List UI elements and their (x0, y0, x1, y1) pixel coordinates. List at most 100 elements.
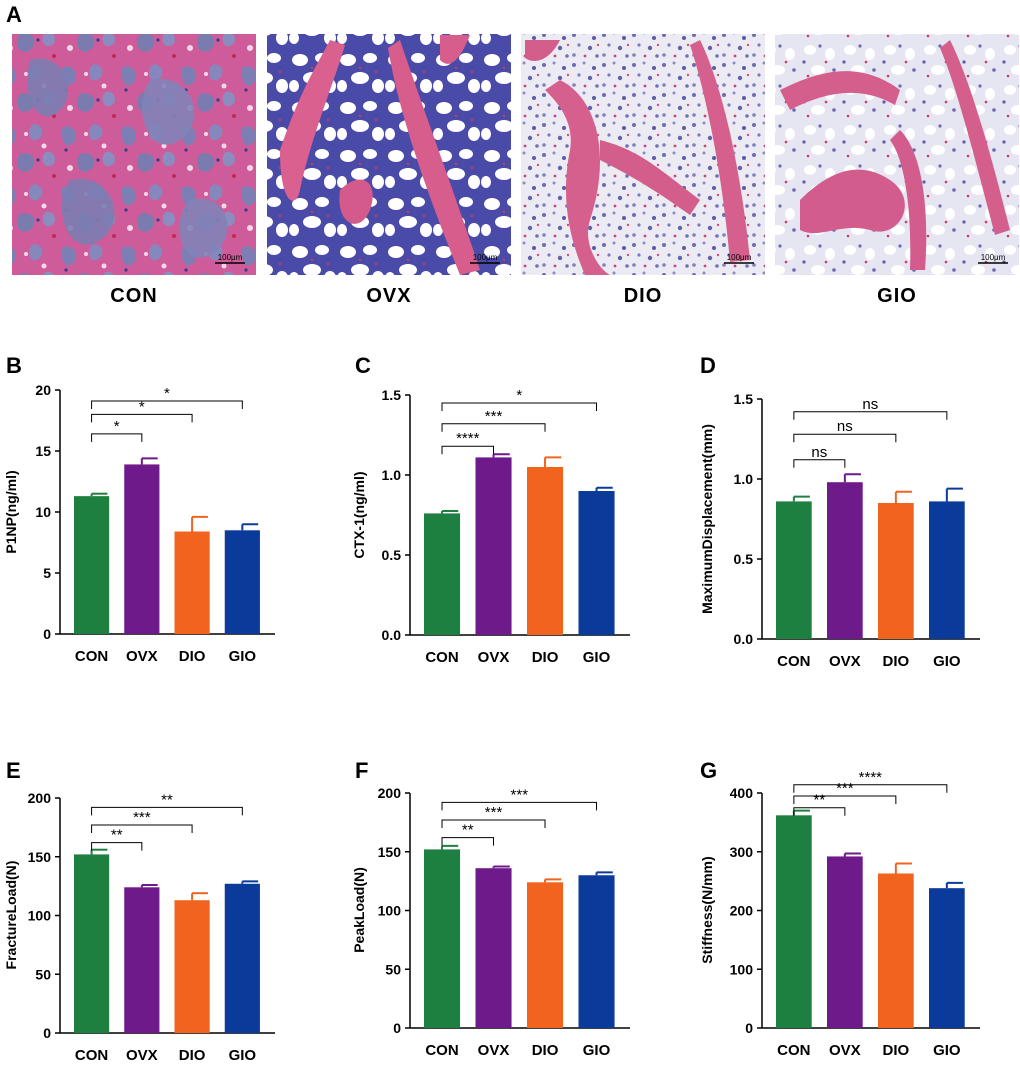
x-tick-label-dio: DIO (532, 1042, 559, 1059)
x-tick-label-dio: DIO (883, 653, 910, 670)
significance-bracket (91, 433, 143, 442)
y-axis-title: CTX-1(ng/ml) (351, 471, 367, 558)
svg-text:100μm: 100μm (473, 253, 498, 262)
panel-letter-d: D (700, 353, 716, 378)
y-tick-label: 5 (43, 565, 51, 581)
x-tick-label-ovx: OVX (126, 1047, 158, 1064)
x-tick-label-dio: DIO (883, 1042, 910, 1059)
y-tick-label: 100 (28, 908, 52, 924)
y-tick-label: 0 (43, 626, 51, 642)
scale-bar-3: 100μm (978, 253, 1008, 264)
x-tick-label-con: CON (75, 648, 108, 665)
y-tick-label: 20 (35, 382, 51, 398)
histology-image-ovx (267, 34, 511, 275)
y-tick-label: 0 (393, 1020, 401, 1036)
significance-bracket (441, 801, 598, 811)
bar-ovx (827, 482, 863, 639)
panel-a: A (6, 2, 1019, 307)
x-tick-label-gio: GIO (933, 1042, 961, 1059)
y-axis-title: FractureLoad(N) (3, 861, 19, 970)
bar-gio (224, 530, 260, 634)
significance-bracket (441, 837, 495, 846)
significance-label: *** (511, 786, 529, 803)
y-tick-label: 0 (745, 1020, 753, 1036)
significance-label: ns (811, 444, 827, 461)
significance-label: *** (485, 804, 503, 821)
y-tick-label: 200 (28, 790, 52, 806)
bar-con (424, 849, 461, 1028)
y-tick-label: 200 (730, 903, 754, 919)
bar-ovx (475, 868, 512, 1028)
y-tick-label: 50 (35, 966, 51, 982)
significance-label: * (139, 398, 145, 415)
bar-dio (174, 531, 210, 634)
significance-label: *** (485, 408, 503, 425)
x-tick-label-dio: DIO (532, 649, 559, 666)
significance-bracket (91, 400, 243, 409)
bar-con (776, 815, 812, 1028)
x-tick-label-con: CON (777, 1042, 810, 1059)
x-tick-label-gio: GIO (583, 1042, 611, 1059)
significance-bracket (91, 842, 143, 851)
panel-letter-c: C (355, 353, 371, 378)
panel-letter-e: E (6, 758, 21, 783)
y-tick-label: 1.5 (734, 391, 754, 407)
chart-panel-b: B 0 5 10 15 20 P1NP(ng/ml) CON OVX DIO GIO * * * (3, 353, 275, 665)
significance-label: *** (133, 809, 151, 826)
significance-label: * (516, 387, 522, 404)
image-label-con: CON (110, 285, 157, 307)
x-tick-label-ovx: OVX (126, 648, 158, 665)
x-tick-label-gio: GIO (583, 649, 611, 666)
bar-ovx (124, 887, 160, 1033)
significance-bracket (441, 402, 598, 411)
significance-bracket (793, 411, 948, 420)
y-tick-label: 150 (28, 849, 52, 865)
bar-gio (224, 883, 260, 1033)
x-tick-label-con: CON (75, 1047, 108, 1064)
y-tick-label: 0.5 (734, 551, 754, 567)
svg-text:100μm: 100μm (218, 253, 243, 262)
y-tick-label: 0.5 (382, 547, 402, 563)
y-axis-title: PeakLoad(N) (351, 867, 367, 953)
y-tick-label: 1.0 (734, 471, 754, 487)
y-tick-label: 0 (43, 1025, 51, 1041)
x-tick-label-dio: DIO (179, 1047, 206, 1064)
svg-text:100μm: 100μm (981, 253, 1006, 262)
x-tick-label-con: CON (425, 1042, 458, 1059)
x-tick-label-gio: GIO (229, 1047, 257, 1064)
bar-gio (578, 875, 615, 1028)
significance-bracket (793, 459, 846, 468)
x-tick-label-ovx: OVX (829, 653, 861, 670)
significance-bracket (793, 795, 897, 804)
x-tick-label-ovx: OVX (478, 1042, 510, 1059)
y-tick-label: 15 (35, 443, 51, 459)
image-label-ovx: OVX (366, 285, 411, 307)
y-tick-label: 10 (35, 504, 51, 520)
histology-image-gio (775, 34, 1019, 275)
significance-label: ** (814, 792, 826, 809)
significance-label: *** (836, 780, 854, 797)
y-tick-label: 200 (378, 785, 402, 801)
bar-dio (527, 467, 564, 635)
image-label-dio: DIO (624, 285, 663, 307)
x-tick-label-gio: GIO (229, 648, 257, 665)
significance-bracket (91, 413, 193, 423)
significance-bracket (441, 445, 495, 455)
histology-image-con (12, 34, 256, 275)
y-tick-label: 50 (385, 961, 401, 977)
x-tick-label-ovx: OVX (478, 649, 510, 666)
bar-ovx (124, 464, 160, 634)
image-label-gio: GIO (877, 285, 917, 307)
y-tick-label: 100 (730, 961, 754, 977)
significance-bracket (793, 807, 846, 816)
scale-bar-1: 100μm (470, 253, 500, 264)
y-tick-label: 0.0 (734, 631, 754, 647)
x-tick-label-con: CON (425, 649, 458, 666)
y-axis-title: P1NP(ng/ml) (3, 470, 19, 553)
svg-text:100μm: 100μm (727, 253, 752, 262)
panel-letter-b: B (6, 353, 22, 378)
scale-bar-0: 100μm (215, 253, 245, 264)
